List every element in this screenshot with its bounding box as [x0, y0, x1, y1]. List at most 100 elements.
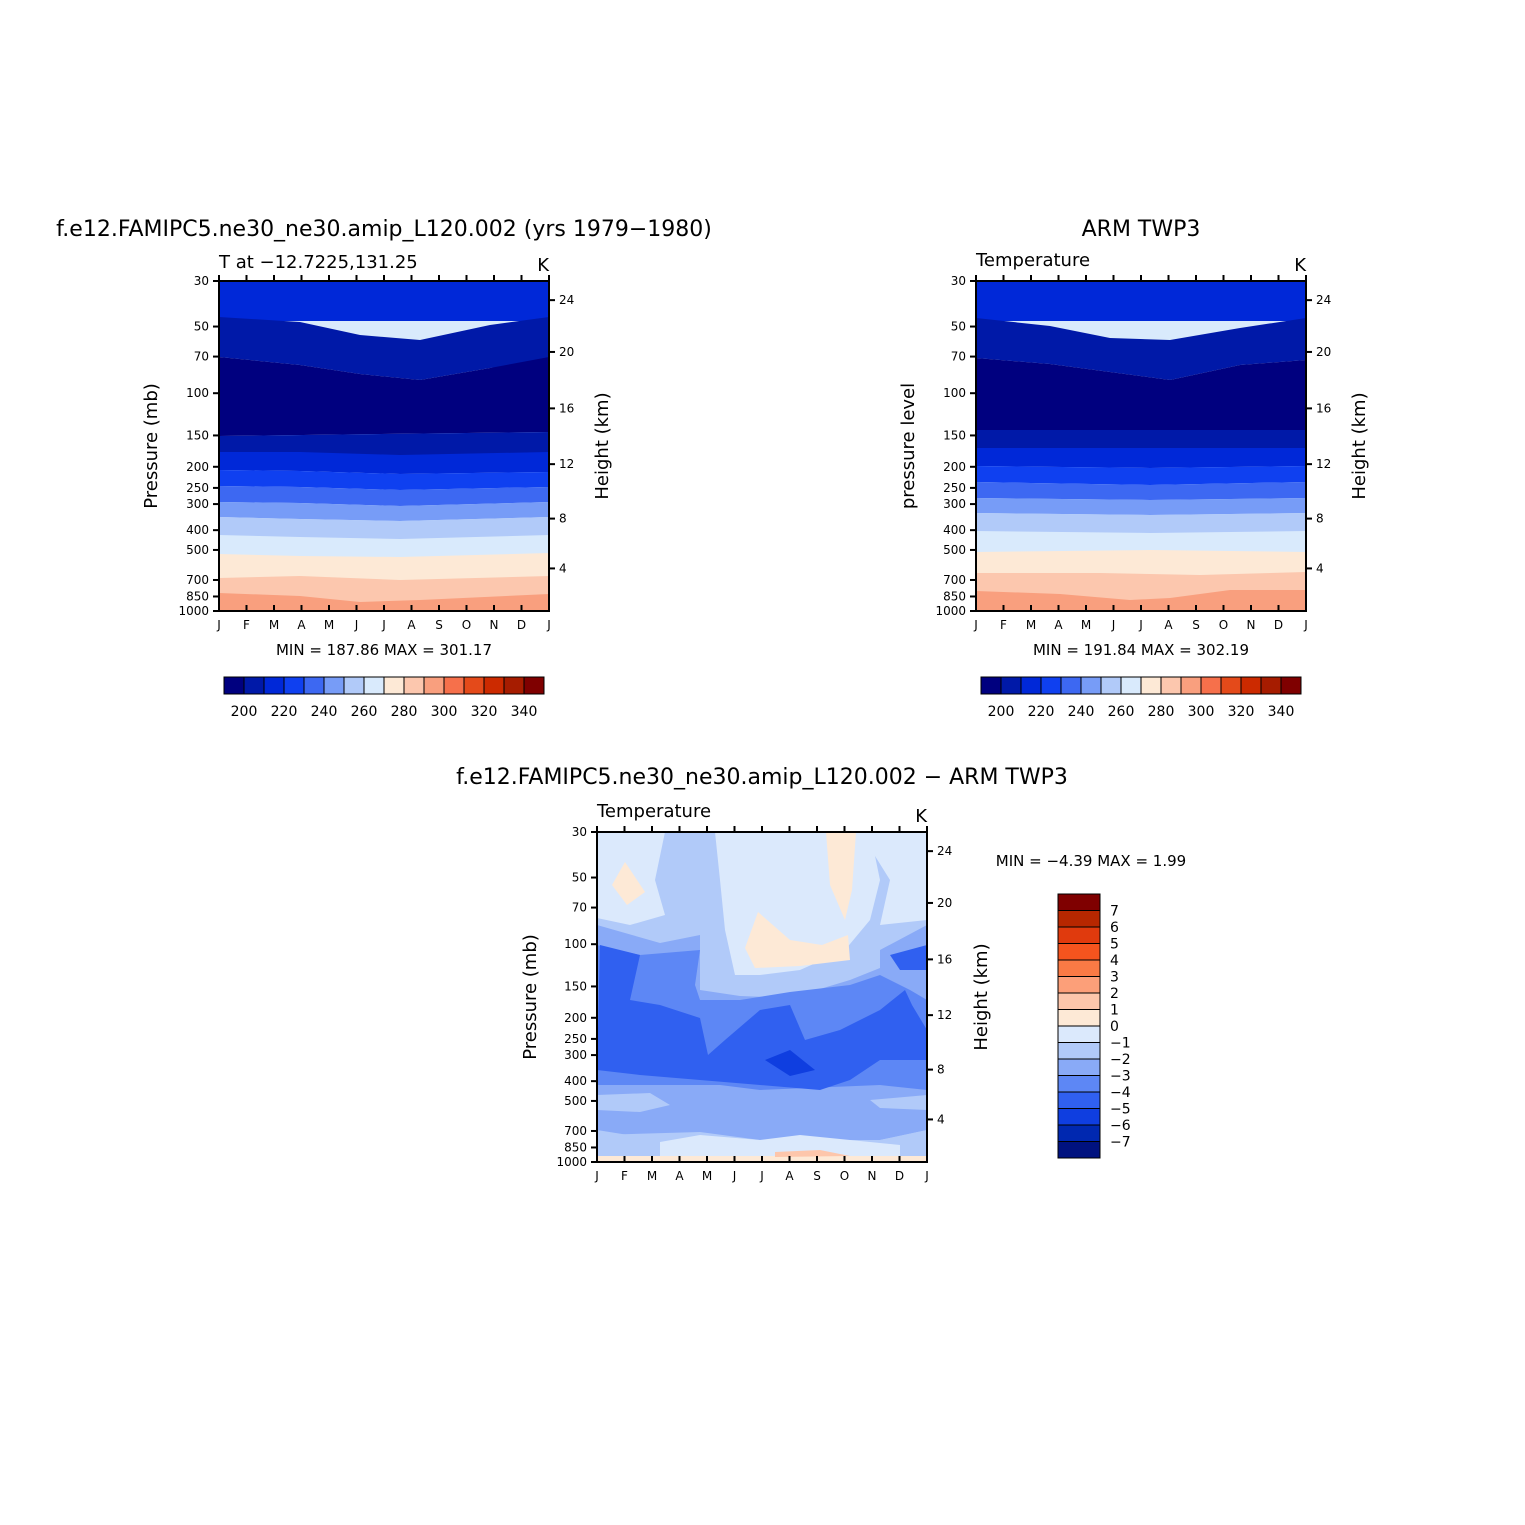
panel-diff-title: f.e12.FAMIPC5.ne30_ne30.amip_L120.002 − … — [456, 765, 1068, 790]
panel-model-colorbar-box — [303, 676, 325, 695]
panel-model-colorbar-box — [323, 676, 345, 695]
panel-obs-colorbar-box — [1240, 676, 1262, 695]
panel-diff-colorbar-label: −3 — [1110, 1069, 1131, 1085]
panel-obs-colorbar-box — [1120, 676, 1142, 695]
panel-obs-htick-label: 12 — [1316, 457, 1331, 471]
panel-obs-colorbar-box — [980, 676, 1002, 695]
panel-model-htick-label: 16 — [559, 401, 574, 415]
panel-diff-colorbar-box — [1057, 910, 1101, 928]
panel-model-xtick-label: J — [381, 618, 386, 632]
panel-diff-stats: MIN = −4.39 MAX = 1.99 — [996, 852, 1186, 870]
panel-model-colorbar-box — [283, 676, 305, 695]
panel-diff-colorbar-label: 1 — [1110, 1003, 1119, 1019]
panel-diff-ptick-label: 70 — [572, 901, 587, 915]
panel-obs-ptick-label: 850 — [943, 589, 966, 603]
panel-obs-colorbar-label: 220 — [1028, 704, 1055, 720]
panel-obs-colorbar-box — [1140, 676, 1162, 695]
panel-obs-htick-label: 16 — [1316, 401, 1331, 415]
panel-model-ptick-label: 30 — [194, 274, 209, 288]
panel-obs-xtick-label: O — [1219, 618, 1228, 632]
panel-model-colorbar-box — [443, 676, 465, 695]
panel-obs-xtick-label: F — [1000, 618, 1007, 632]
panel-model-xtick-label: M — [269, 618, 279, 632]
panel-diff-ylabel: Pressure (mb) — [520, 934, 541, 1060]
panel-model-colorbar-box — [263, 676, 285, 695]
panel-diff-colorbar-box — [1057, 1042, 1101, 1060]
panel-model-ptick-label: 700 — [186, 573, 209, 587]
panel-obs: ARM TWP3 Temperature K pressure level He… — [898, 217, 1370, 720]
panel-obs-xtick-label: J — [1111, 618, 1116, 632]
panel-model-ptick-label: 500 — [186, 543, 209, 557]
panel-diff-ptick-label: 200 — [564, 1011, 587, 1025]
panel-diff-ptick-label: 30 — [572, 825, 587, 839]
panel-model-ptick-label: 200 — [186, 460, 209, 474]
panel-diff-colorbar-box — [1057, 976, 1101, 994]
panel-diff-ptick-label: 850 — [564, 1140, 587, 1154]
panel-diff-colorbar-label: −4 — [1110, 1085, 1131, 1101]
panel-obs-colorbar-box — [1220, 676, 1242, 695]
panel-diff-ptick-label: 250 — [564, 1032, 587, 1046]
panel-diff-htick-label: 16 — [937, 952, 952, 966]
panel-model-colorbar-label: 200 — [231, 704, 258, 720]
panel-obs-ptick-label: 300 — [943, 497, 966, 511]
panel-model-stats: MIN = 187.86 MAX = 301.17 — [276, 641, 492, 659]
panel-model-xtick-label: J — [354, 618, 359, 632]
panel-model-colorbar-box — [383, 676, 405, 695]
panel-obs-subtitle: Temperature — [975, 250, 1090, 271]
panel-obs-ptick-label: 400 — [943, 523, 966, 537]
panel-obs-ptick-label: 1000 — [935, 604, 966, 618]
panel-diff-xtick-label: D — [895, 1169, 904, 1183]
panel-model-htick-label: 4 — [559, 561, 567, 575]
panel-obs-ptick-label: 150 — [943, 428, 966, 442]
panel-model-colorbar-label: 280 — [391, 704, 418, 720]
panel-obs-ptick-label: 500 — [943, 543, 966, 557]
panel-model-colorbar-box — [423, 676, 445, 695]
panel-obs-htick-label: 4 — [1316, 561, 1324, 575]
panel-diff-xtick-label: J — [594, 1169, 599, 1183]
panel-obs-colorbar-box — [1060, 676, 1082, 695]
panel-diff-colorbar-box — [1057, 1025, 1101, 1043]
panel-model-colorbar-label: 340 — [511, 704, 538, 720]
panel-model-colorbar-label: 240 — [311, 704, 338, 720]
panel-model-xtick-label: O — [462, 618, 471, 632]
panel-diff-colorbar-box — [1057, 893, 1101, 911]
panel-model-ptick-label: 850 — [186, 589, 209, 603]
panel-obs-xtick-label: J — [1303, 618, 1308, 632]
panel-obs-ptick-label: 30 — [951, 274, 966, 288]
panel-obs-colorbar-box — [1180, 676, 1202, 695]
panel-obs-units: K — [1294, 255, 1307, 276]
panel-obs-colorbar-box — [1080, 676, 1102, 695]
panel-obs-htick-label: 8 — [1316, 512, 1324, 526]
panel-model-units: K — [537, 255, 550, 276]
panel-obs-colorbar-box — [1100, 676, 1122, 695]
panel-diff: f.e12.FAMIPC5.ne30_ne30.amip_L120.002 − … — [456, 765, 1186, 1183]
panel-model-colorbar-box — [243, 676, 265, 695]
panel-obs-colorbar-box — [1260, 676, 1282, 695]
panel-diff-units: K — [915, 806, 928, 827]
panel-model-xtick-label: J — [216, 618, 221, 632]
panel-obs-ptick-label: 100 — [943, 386, 966, 400]
panel-diff-xtick-label: J — [924, 1169, 929, 1183]
panel-model-ptick-label: 50 — [194, 320, 209, 334]
panel-model-ptick-label: 400 — [186, 523, 209, 537]
panel-obs-xtick-label: M — [1026, 618, 1036, 632]
panel-obs-colorbar-box — [1200, 676, 1222, 695]
panel-model-ylabel-right: Height (km) — [592, 392, 613, 499]
panel-model-xtick-label: S — [435, 618, 443, 632]
panel-obs-colorbar-label: 260 — [1108, 704, 1135, 720]
panel-obs-ptick-label: 70 — [951, 350, 966, 364]
panel-diff-xtick-label: M — [647, 1169, 657, 1183]
panel-model: f.e12.FAMIPC5.ne30_ne30.amip_L120.002 (y… — [56, 217, 712, 720]
panel-model-colorbar: 200 220 240 260 280 300 320 340 — [223, 676, 545, 720]
panel-obs-htick-label: 24 — [1316, 293, 1331, 307]
panel-model-htick-label: 8 — [559, 512, 567, 526]
panel-diff-colorbar-box — [1057, 1091, 1101, 1109]
panel-model-colorbar-label: 320 — [471, 704, 498, 720]
panel-model-xtick-label: J — [546, 618, 551, 632]
panel-diff-colorbar-label: −5 — [1110, 1102, 1131, 1118]
panel-diff-colorbar-label: 4 — [1110, 953, 1119, 969]
panel-diff-colorbar-box — [1057, 1075, 1101, 1093]
panel-diff-colorbar-label: −1 — [1110, 1036, 1131, 1052]
